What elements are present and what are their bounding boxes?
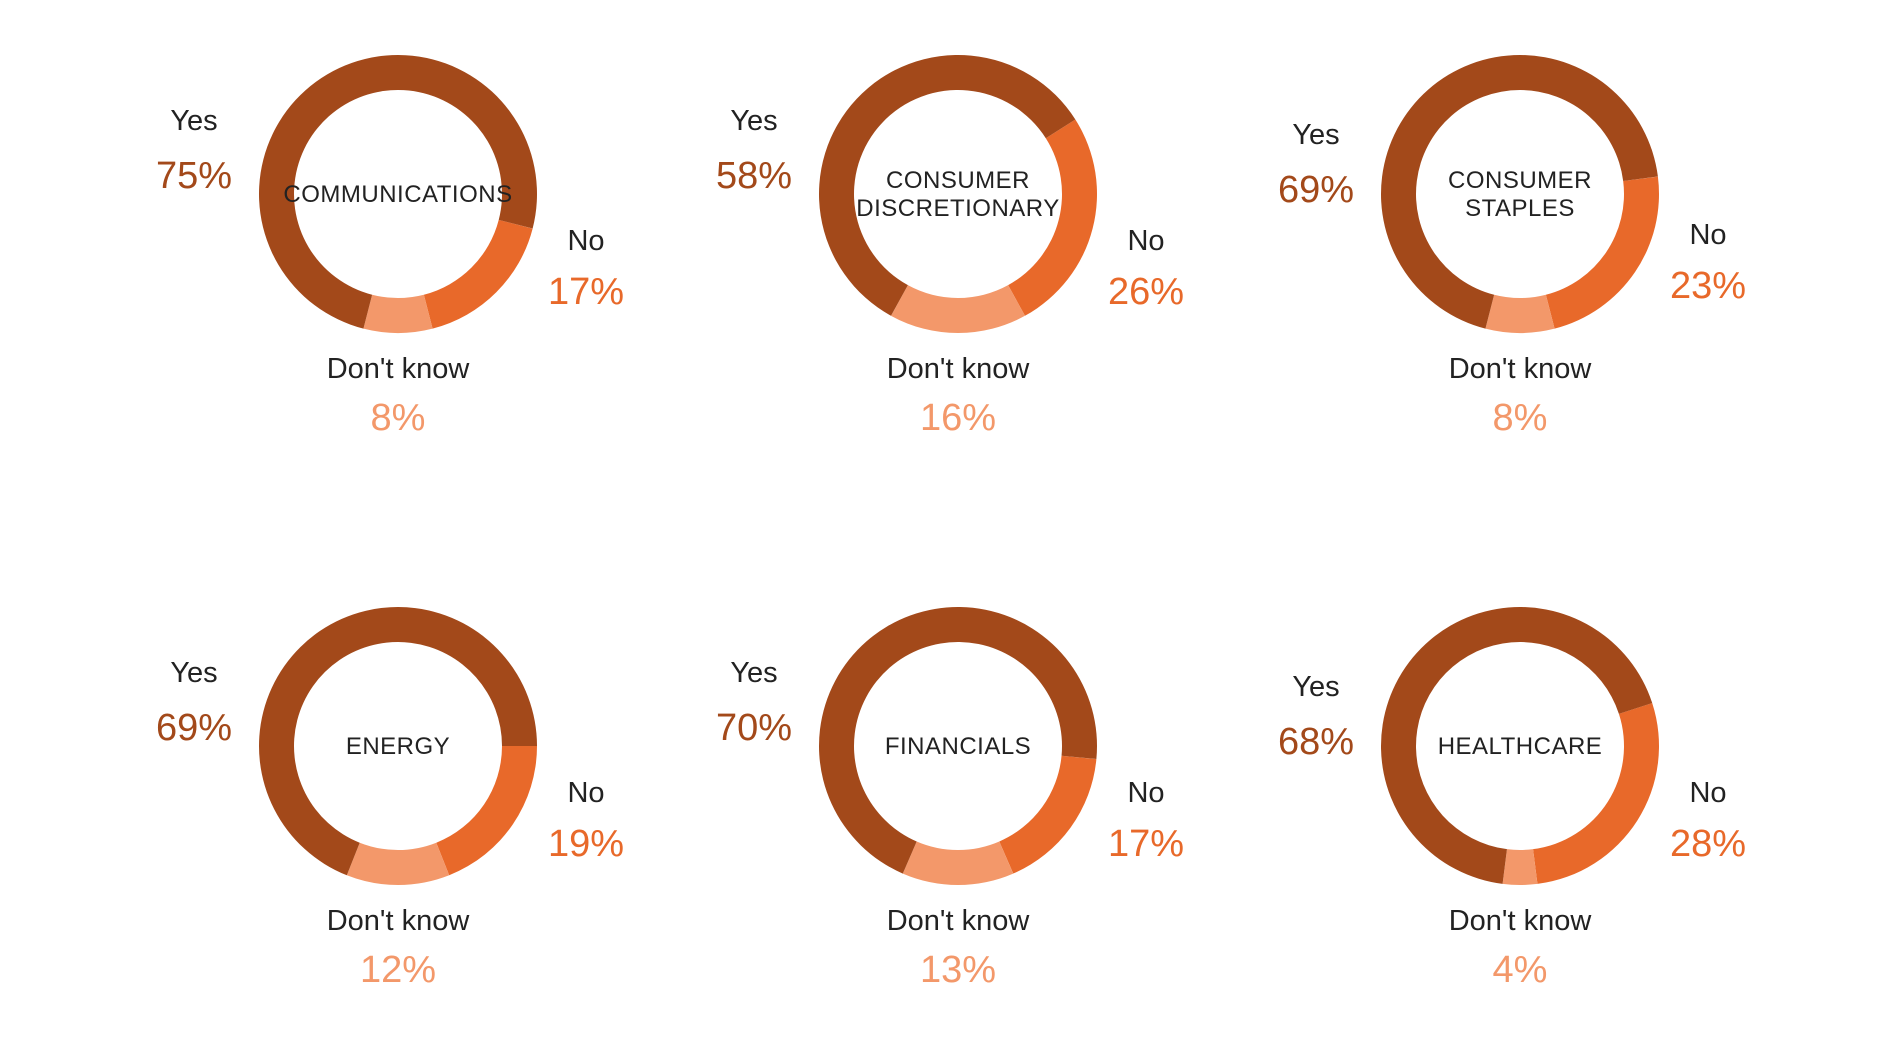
donut-chart-4: ENERGY Yes 69% No 19% Don't know 12% [156,607,624,991]
slice-no [423,219,533,329]
donut-chart-6: HEALTHCARE Yes 68% No 28% Don't know 4% [1278,607,1746,991]
chart-center-title: CONSUMER DISCRETIONARY [856,167,1059,222]
chart-center-title: ENERGY [346,733,450,760]
label-yes: Yes [730,105,777,137]
value-dont-know: 13% [920,949,996,991]
label-no: No [1689,219,1726,251]
value-dont-know: 12% [360,949,436,991]
slice-dont-know [346,842,450,885]
value-no: 28% [1670,823,1746,865]
label-yes: Yes [1292,671,1339,703]
donut-chart-1: COMMUNICATIONS Yes 75% No 17% Don't know 8% [156,55,624,439]
value-no: 17% [548,271,624,313]
value-yes: 69% [1278,169,1354,211]
donut-chart-2: CONSUMER DISCRETIONARY Yes 58% No 26% Don't kn… [716,55,1184,439]
value-dont-know: 16% [920,397,996,439]
slice-dont-know [1485,294,1555,333]
slice-no [999,755,1097,874]
value-dont-know: 8% [371,397,426,439]
value-no: 19% [548,823,624,865]
value-yes: 70% [716,707,792,749]
slice-no [1008,119,1097,316]
label-dont-know: Don't know [887,905,1031,937]
label-yes: Yes [170,105,217,137]
value-yes: 58% [716,155,792,197]
label-no: No [567,777,604,809]
label-no: No [1689,777,1726,809]
value-no: 17% [1108,823,1184,865]
slice-dont-know [902,841,1014,885]
chart-center-title: CONSUMER STAPLES [1448,167,1592,222]
value-dont-know: 8% [1493,397,1548,439]
label-no: No [1127,777,1164,809]
label-yes: Yes [170,657,217,689]
donut-chart-5: FINANCIALS Yes 70% No 17% Don't know 13% [716,607,1184,991]
label-dont-know: Don't know [1449,905,1593,937]
label-no: No [567,225,604,257]
label-yes: Yes [1292,119,1339,151]
label-dont-know: Don't know [327,905,471,937]
chart-center-title: COMMUNICATIONS [283,181,512,208]
value-no: 23% [1670,265,1746,307]
slice-dont-know [891,285,1025,334]
slice-no [1533,703,1659,884]
label-dont-know: Don't know [327,353,471,385]
slice-dont-know [363,294,433,333]
slice-dont-know [1502,849,1538,886]
value-no: 26% [1108,271,1184,313]
value-dont-know: 4% [1493,949,1548,991]
label-no: No [1127,225,1164,257]
label-dont-know: Don't know [1449,353,1593,385]
chart-center-title: FINANCIALS [885,733,1031,760]
slice-yes [819,55,1076,316]
slice-no [436,746,537,876]
value-yes: 68% [1278,721,1354,763]
chart-center-title: HEALTHCARE [1438,733,1603,760]
slice-no [1545,176,1659,329]
value-yes: 69% [156,707,232,749]
value-yes: 75% [156,155,232,197]
label-yes: Yes [730,657,777,689]
donut-chart-3: CONSUMER STAPLES Yes 69% No 23% Don't know 8% [1278,54,1746,439]
label-dont-know: Don't know [887,353,1031,385]
